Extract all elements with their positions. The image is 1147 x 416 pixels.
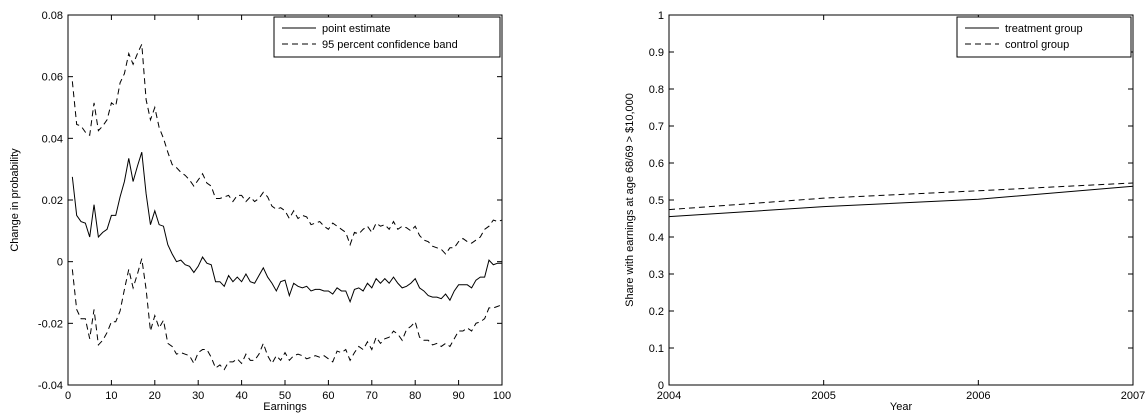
- left-x-tick-label: 90: [452, 390, 464, 402]
- left-legend: point estimate 95 percent confidence band: [273, 16, 501, 58]
- left-series-95-percent-confidence-band: [71, 42, 503, 255]
- right-legend-box: [956, 16, 1132, 58]
- left-chart-earnings: 0 10 20 30 40 50 60 70 80 90 100 -0.04 -0.02 0 0.02 0.0…: [9, 10, 511, 413]
- left-x-axis-label: Earnings: [263, 401, 307, 413]
- left-y-tick-label: -0.02: [38, 318, 63, 330]
- right-legend-label: treatment group: [1005, 23, 1083, 35]
- right-x-tick-label: 2005: [811, 390, 835, 402]
- right-y-tick-label: 0.4: [649, 232, 664, 244]
- right-y-tick-label: 0.3: [649, 269, 664, 281]
- right-y-tick-label: 0.6: [649, 158, 664, 170]
- left-x-tick-label: 40: [235, 390, 247, 402]
- left-x-tick-label: 80: [409, 390, 421, 402]
- right-x-tick-label: 2004: [657, 390, 681, 402]
- left-x-tick-label: 70: [366, 390, 378, 402]
- left-x-tick-label: 20: [149, 390, 161, 402]
- left-y-tick-label: 0.02: [42, 195, 63, 207]
- right-y-tick-label: 0: [658, 380, 664, 392]
- left-x-tick-label: 10: [105, 390, 117, 402]
- left-y-tick-label: 0: [57, 257, 63, 269]
- right-legend: treatment group control group: [956, 16, 1132, 58]
- left-series-point-estimate: [71, 152, 502, 304]
- left-legend-label: point estimate: [322, 23, 390, 35]
- right-y-axis-label: Share with earnings at age 68/69 > $10,0…: [624, 93, 636, 307]
- left-series-lower-confidence-band: [71, 258, 503, 371]
- left-x-tick-label: 30: [192, 390, 204, 402]
- right-chart-share-by-year: 2004 2005 2006 2007 0 0.1 0.2 0.3 0.4 0.5 0.6 0.7 0.…: [624, 10, 1145, 413]
- right-series-control-group: [668, 182, 1134, 211]
- left-y-tick-label: 0.06: [42, 72, 63, 84]
- right-plot-frame: [668, 14, 1134, 386]
- left-legend-label: 95 percent confidence band: [322, 39, 458, 51]
- left-x-tick-label: 0: [65, 390, 71, 402]
- right-x-tick-label: 2006: [966, 390, 990, 402]
- right-x-tick-label: 2007: [1121, 390, 1145, 402]
- right-y-tick-label: 0.2: [649, 306, 664, 318]
- right-y-tick-label: 1: [658, 10, 664, 22]
- left-y-tick-label: 0.04: [42, 133, 63, 145]
- left-plot-frame: [67, 14, 503, 386]
- left-y-tick-label: -0.04: [38, 380, 63, 392]
- right-y-tick-label: 0.8: [649, 84, 664, 96]
- left-x-tick-label: 60: [322, 390, 334, 402]
- right-y-tick-label: 0.7: [649, 121, 664, 133]
- left-y-axis-label: Change in probability: [9, 148, 21, 252]
- right-y-tick-label: 0.5: [649, 195, 664, 207]
- left-legend-box: [273, 16, 501, 58]
- right-x-axis-label: Year: [890, 401, 913, 413]
- right-y-tick-label: 0.1: [649, 343, 664, 355]
- right-legend-label: control group: [1005, 39, 1069, 51]
- right-series-treatment-group: [668, 185, 1134, 218]
- left-x-tick-label: 50: [279, 390, 291, 402]
- right-y-tick-label: 0.9: [649, 47, 664, 59]
- left-y-tick-label: 0.08: [42, 10, 63, 22]
- left-x-tick-label: 100: [493, 390, 511, 402]
